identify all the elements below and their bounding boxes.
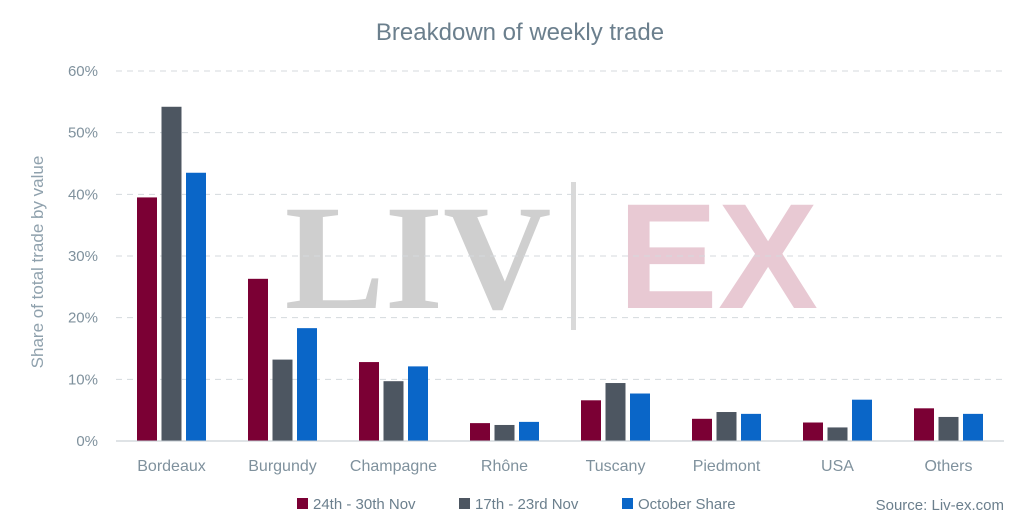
y-tick-label: 60%	[68, 63, 98, 80]
y-tick-label: 50%	[68, 125, 98, 142]
x-tick-label: Others	[924, 458, 972, 475]
y-tick-label: 30%	[68, 248, 98, 265]
x-tick-label: Tuscany	[586, 458, 646, 475]
bar	[519, 421, 539, 441]
watermark-liv: LIV	[285, 175, 552, 341]
x-axis-labels: Bordeaux Burgundy Champagne Rhône Tuscany Pie…	[137, 458, 972, 475]
x-tick-label: Piedmont	[693, 458, 761, 475]
watermark-divider	[571, 182, 576, 330]
bar	[630, 393, 650, 441]
bar	[248, 278, 268, 441]
y-tick-label: 40%	[68, 186, 98, 203]
legend-swatch	[297, 498, 308, 509]
y-tick-label: 0%	[76, 433, 98, 450]
watermark-ex: EX	[618, 172, 818, 340]
bar	[741, 413, 761, 441]
bar	[692, 418, 712, 441]
y-tick-label: 10%	[68, 371, 98, 388]
bar	[470, 423, 490, 441]
x-tick-label: Burgundy	[248, 458, 317, 475]
legend-swatch	[459, 498, 470, 509]
bar	[963, 413, 983, 441]
bar	[297, 328, 317, 441]
legend-label: 17th - 23rd Nov	[475, 496, 579, 513]
legend-swatch	[622, 498, 633, 509]
bars	[137, 106, 983, 442]
bar	[383, 381, 404, 441]
chart-title: Breakdown of weekly trade	[376, 19, 664, 46]
bar	[803, 422, 823, 441]
source-note: Source: Liv-ex.com	[876, 497, 1004, 514]
bar	[938, 416, 959, 441]
y-axis-label: Share of total trade by value	[28, 156, 47, 369]
bar	[827, 427, 848, 441]
bar	[137, 197, 157, 441]
bar	[914, 408, 934, 441]
x-tick-label: USA	[821, 458, 854, 475]
bar	[581, 400, 601, 441]
bar	[359, 362, 379, 441]
x-tick-label: Bordeaux	[137, 458, 206, 475]
y-axis-ticks: 0% 10% 20% 30% 40% 50% 60%	[68, 63, 98, 450]
legend: 24th - 30th Nov 17th - 23rd Nov October Sh…	[297, 496, 736, 513]
legend-label: October Share	[638, 496, 736, 513]
bar	[186, 172, 206, 441]
bar	[494, 424, 515, 441]
x-tick-label: Champagne	[350, 458, 437, 475]
legend-label: 24th - 30th Nov	[313, 496, 416, 513]
bar	[605, 383, 626, 441]
bar	[408, 366, 428, 441]
x-tick-label: Rhône	[481, 458, 528, 475]
bar	[852, 399, 872, 441]
livex-watermark: LIV EX	[285, 172, 818, 341]
bar	[161, 106, 182, 442]
bar	[272, 359, 293, 441]
y-tick-label: 20%	[68, 310, 98, 327]
bar	[716, 412, 737, 441]
